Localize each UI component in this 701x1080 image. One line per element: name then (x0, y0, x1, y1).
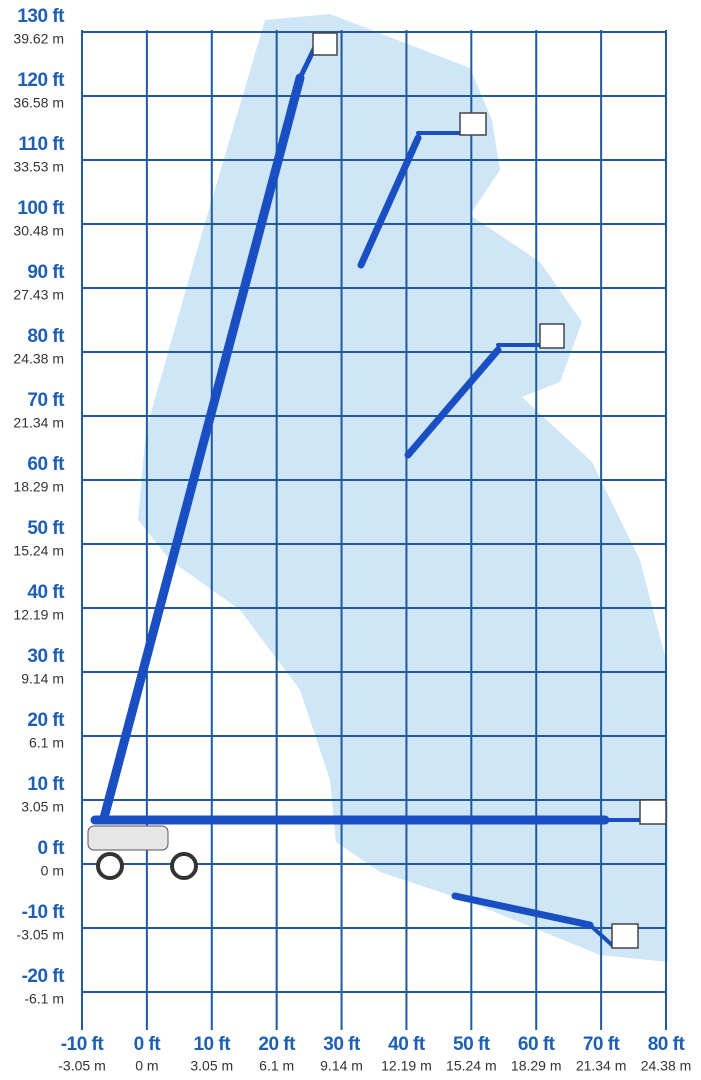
y-tick-label: -20 ft (22, 966, 66, 987)
y-tick-label: 80 ft (27, 326, 65, 347)
y-tick-label-metric: 27.43 m (13, 287, 64, 303)
boom (404, 346, 502, 459)
wheel (170, 852, 198, 880)
grid (81, 30, 667, 1030)
x-tick-label-metric: 12.19 m (381, 1058, 432, 1074)
axis-labels: -10 ft 0 ft 10 ft 20 ft 30 ft 40 ft 50 ft 60 ft… (13, 6, 691, 1074)
y-tick-label: 120 ft (17, 70, 65, 91)
platform (611, 923, 639, 949)
y-tick-label: 50 ft (27, 518, 65, 539)
y-tick-label: 110 ft (18, 134, 65, 155)
wheel (96, 852, 124, 880)
y-tick-label: 40 ft (27, 582, 65, 603)
boom (451, 892, 594, 929)
platform (539, 323, 565, 349)
x-tick-label: 50 ft (453, 1034, 491, 1055)
y-tick-label: 100 ft (17, 198, 65, 219)
y-tick-label: 20 ft (27, 710, 65, 731)
y-tick-label-metric: 36.58 m (13, 95, 64, 111)
y-tick-label: 60 ft (27, 454, 65, 475)
x-tick-label: -10 ft (61, 1034, 105, 1055)
jib (588, 923, 614, 947)
y-tick-label: 90 ft (27, 262, 65, 283)
y-tick-label: 0 ft (38, 838, 66, 859)
x-tick-label-metric: 6.1 m (259, 1058, 294, 1074)
x-tick-label: 20 ft (258, 1034, 296, 1055)
x-tick-label-metric: 21.34 m (576, 1058, 627, 1074)
y-tick-label-metric: 12.19 m (13, 607, 64, 623)
y-tick-label: 70 ft (27, 390, 65, 411)
x-tick-label: 40 ft (388, 1034, 426, 1055)
y-tick-label-metric: 15.24 m (13, 543, 64, 559)
boom (357, 134, 422, 269)
machine-drawing (87, 32, 667, 949)
y-tick-label: 30 ft (27, 646, 65, 667)
x-tick-label: 0 ft (134, 1034, 162, 1055)
y-tick-label: 10 ft (27, 774, 65, 795)
chassis (87, 825, 169, 851)
x-tick-label: 30 ft (323, 1034, 361, 1055)
x-tick-label-metric: 9.14 m (320, 1058, 363, 1074)
x-tick-label: 70 ft (583, 1034, 621, 1055)
y-tick-label-metric: 9.14 m (21, 671, 64, 687)
x-tick-label-metric: -3.05 m (58, 1058, 105, 1074)
y-tick-label-metric: 6.1 m (29, 735, 64, 751)
y-tick-label: 130 ft (17, 6, 65, 27)
y-tick-label: -10 ft (22, 902, 66, 923)
y-tick-label-metric: 24.38 m (13, 351, 64, 367)
x-tick-label-metric: 3.05 m (190, 1058, 233, 1074)
y-tick-label-metric: 3.05 m (21, 799, 64, 815)
x-tick-label: 60 ft (518, 1034, 556, 1055)
x-tick-label-metric: 15.24 m (446, 1058, 497, 1074)
y-tick-label-metric: 39.62 m (13, 31, 64, 47)
y-tick-label-metric: 21.34 m (13, 415, 64, 431)
x-tick-label-metric: 24.38 m (641, 1058, 692, 1074)
y-tick-label-metric: 30.48 m (13, 223, 64, 239)
platform (639, 799, 667, 825)
x-tick-label: 10 ft (193, 1034, 231, 1055)
y-tick-label-metric: 0 m (41, 863, 64, 879)
y-tick-label-metric: 33.53 m (13, 159, 64, 175)
platform (312, 32, 338, 56)
y-tick-label-metric: -3.05 m (17, 927, 64, 943)
x-tick-label-metric: 0 m (135, 1058, 158, 1074)
boom (99, 73, 305, 823)
y-tick-label-metric: -6.1 m (24, 991, 64, 1007)
x-tick-label-metric: 18.29 m (511, 1058, 562, 1074)
y-tick-label-metric: 18.29 m (13, 479, 64, 495)
platform (459, 112, 487, 136)
x-tick-label: 80 ft (648, 1034, 686, 1055)
